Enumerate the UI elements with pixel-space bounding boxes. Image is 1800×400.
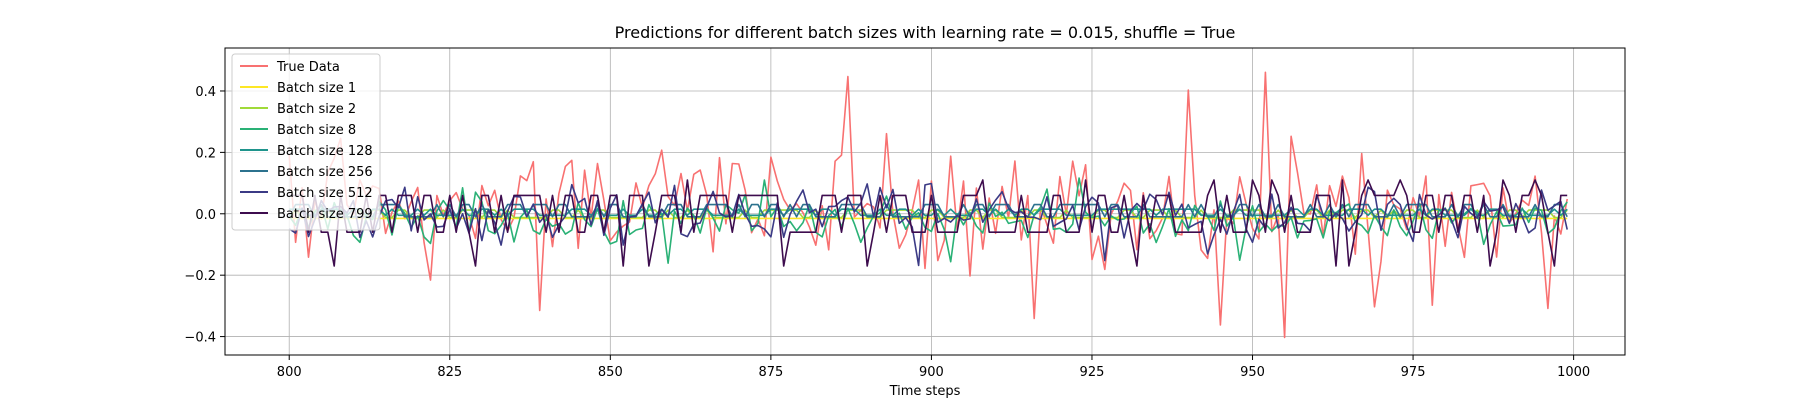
legend: True Data Batch size 1 Batch size 2 Batch s… (231, 53, 381, 231)
y-tick-label: 0.2 (195, 146, 216, 161)
legend-label: Batch size 256 (277, 165, 373, 180)
x-axis-label: Time steps (889, 384, 961, 399)
x-tick-label: 850 (598, 365, 623, 380)
y-tick-label: 0.4 (195, 85, 216, 100)
series-line-batch-size-799 (289, 179, 1568, 267)
legend-label: Batch size 799 (277, 207, 373, 222)
x-tick-label: 875 (758, 365, 783, 380)
legend-box (231, 53, 381, 231)
x-tick-label: 900 (919, 365, 944, 380)
series-line-batch-size-512 (288, 182, 1568, 267)
x-tick-label: 975 (1401, 365, 1426, 380)
x-axis: 800 825 850 875 900 925 950 975 1000 (277, 355, 1590, 380)
y-tick-label: 0.0 (195, 208, 216, 223)
y-tick-label: −0.2 (184, 269, 216, 284)
y-axis: −0.4 −0.2 0.0 0.2 0.4 (184, 85, 225, 346)
series-group (288, 71, 1568, 339)
series-line-true-data (288, 71, 1568, 339)
chart-title: Predictions for different batch sizes wi… (615, 23, 1236, 42)
legend-label: Batch size 2 (277, 102, 356, 117)
y-tick-label: −0.4 (184, 331, 216, 346)
x-tick-label: 950 (1240, 365, 1265, 380)
legend-label: Batch size 128 (277, 144, 373, 159)
legend-label: True Data (276, 60, 340, 75)
legend-label: Batch size 1 (277, 81, 356, 96)
x-tick-label: 1000 (1557, 365, 1590, 380)
x-tick-label: 925 (1080, 365, 1105, 380)
x-tick-label: 825 (437, 365, 462, 380)
series-line-batch-size-256 (288, 203, 1568, 218)
legend-label: Batch size 8 (277, 123, 356, 138)
series-line-batch-size-8 (288, 177, 1568, 265)
legend-label: Batch size 512 (277, 186, 373, 201)
plot-frame (224, 47, 1626, 356)
x-tick-label: 800 (277, 365, 302, 380)
